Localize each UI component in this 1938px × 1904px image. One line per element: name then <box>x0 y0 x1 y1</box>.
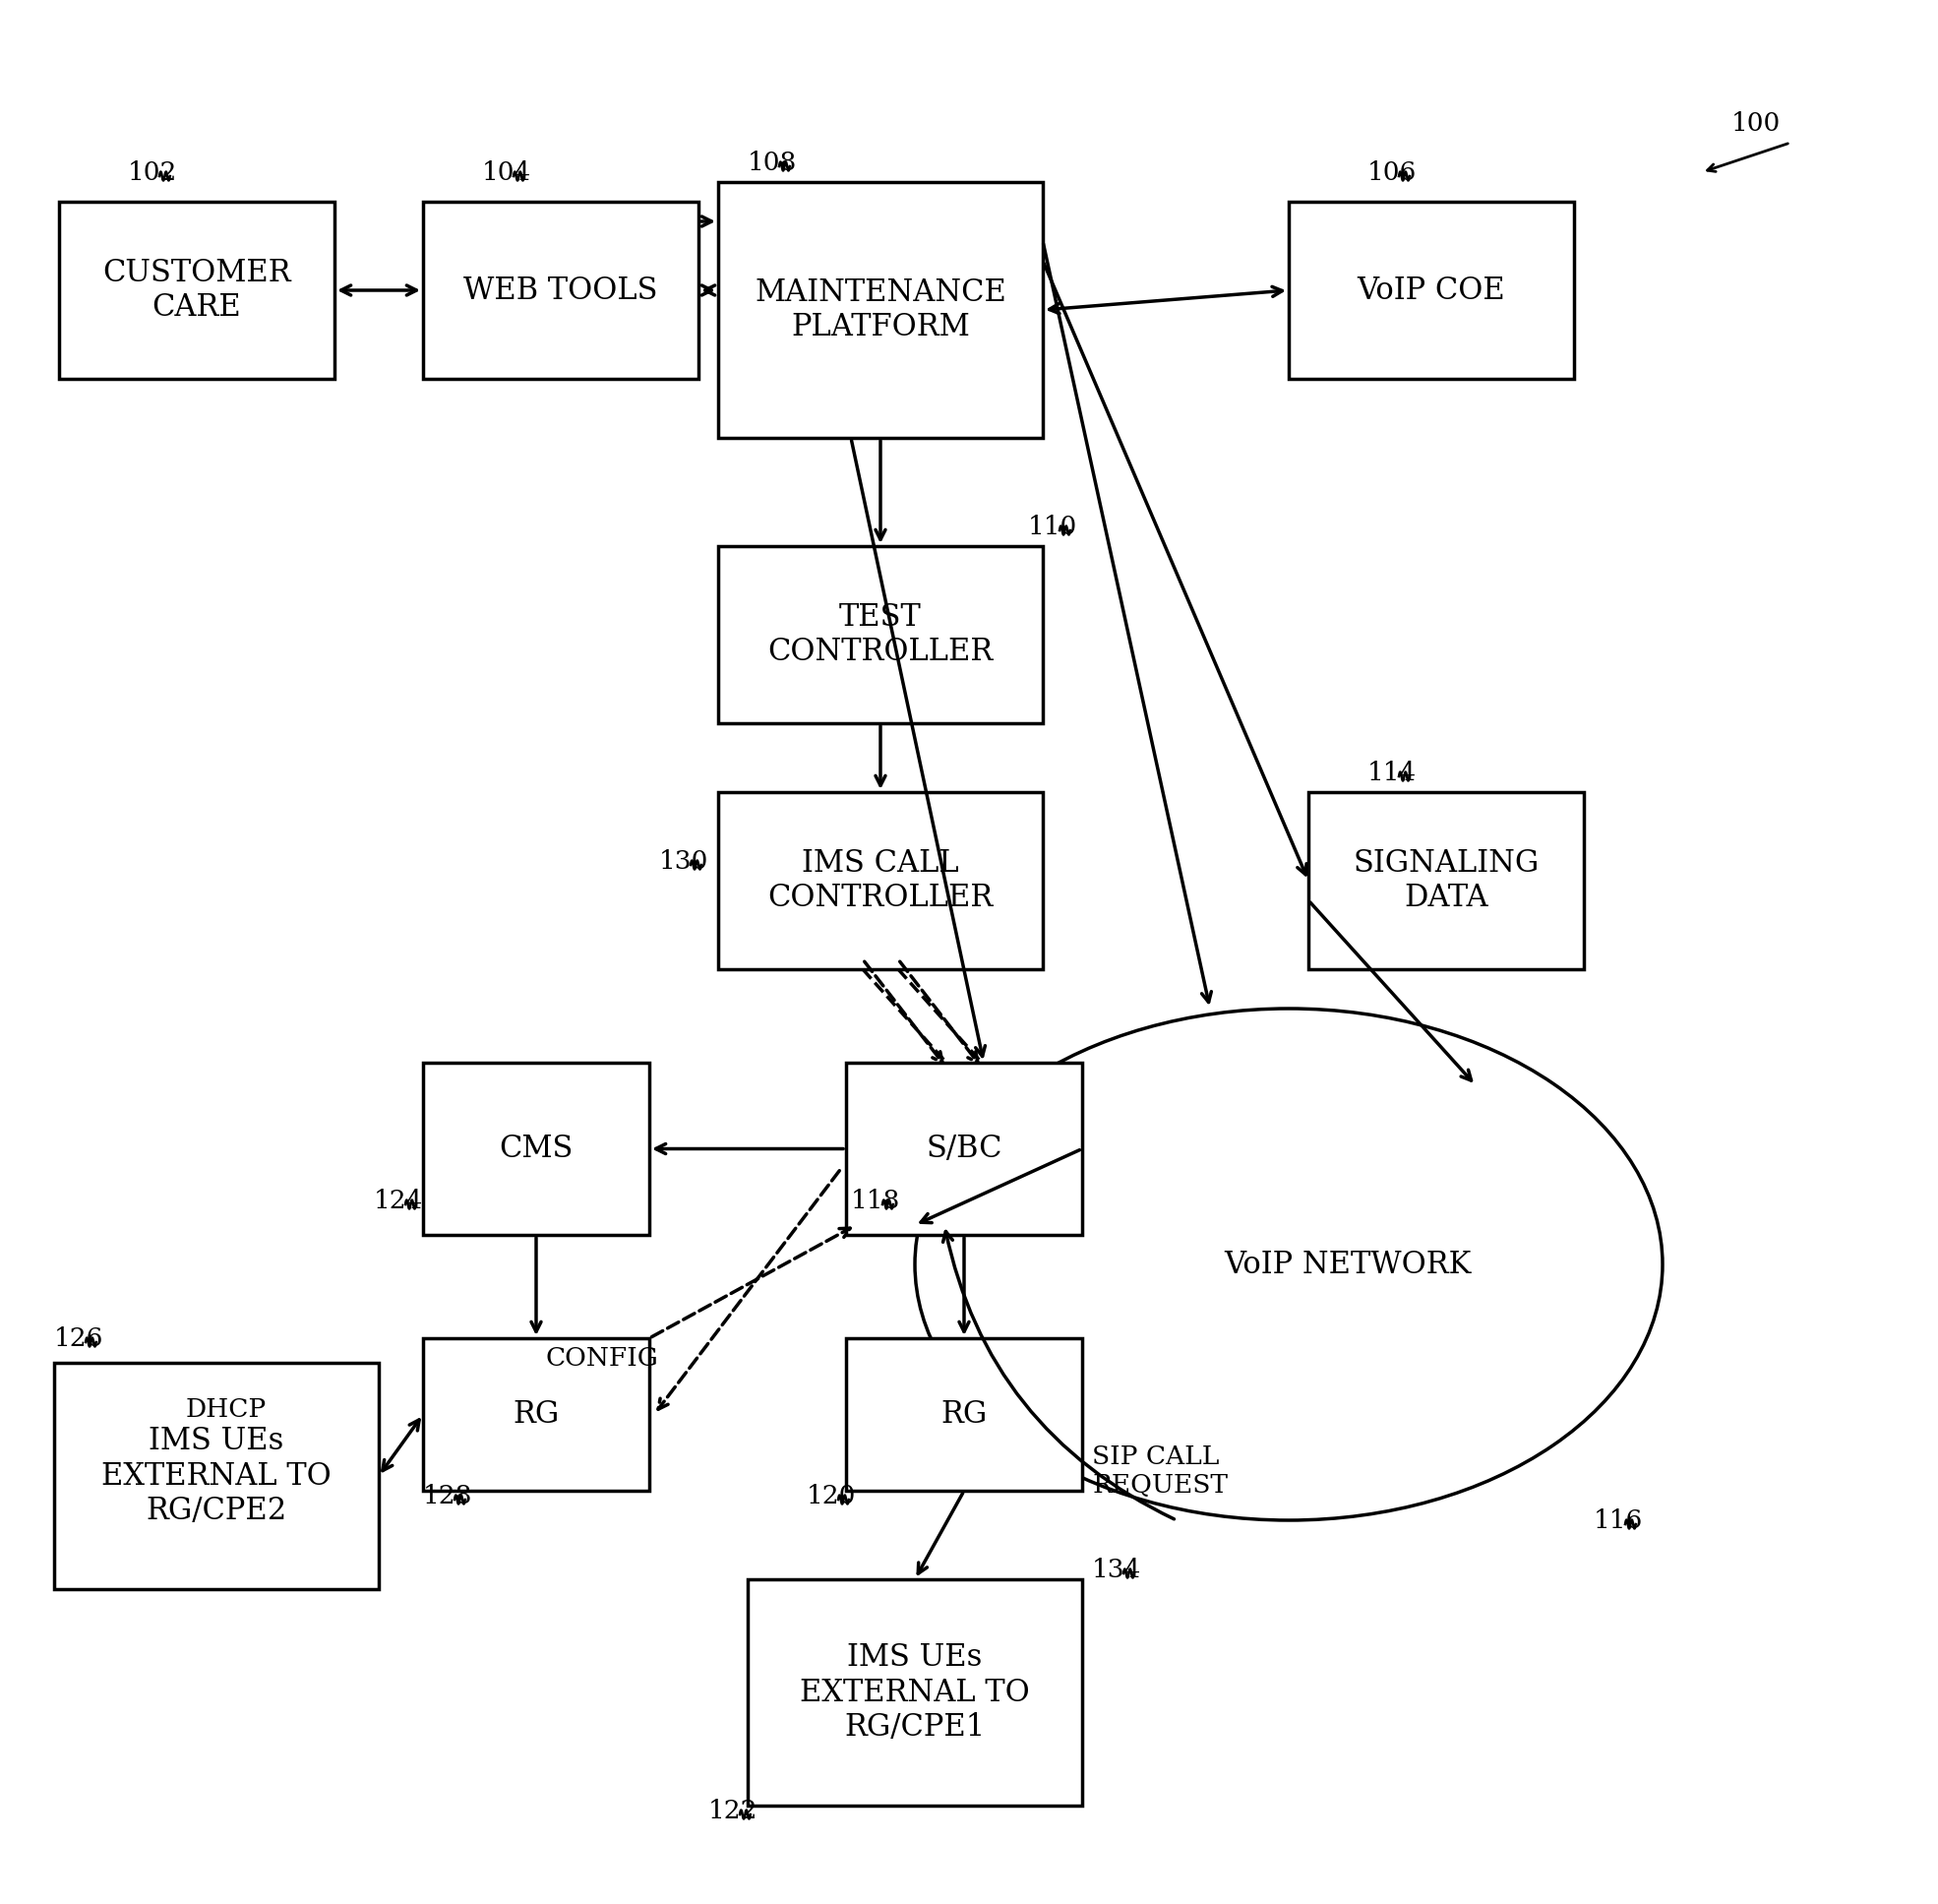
FancyBboxPatch shape <box>748 1578 1081 1805</box>
Text: 116: 116 <box>1593 1508 1643 1533</box>
FancyBboxPatch shape <box>422 202 698 379</box>
Text: 122: 122 <box>707 1797 758 1822</box>
Text: CMS: CMS <box>500 1133 574 1163</box>
FancyBboxPatch shape <box>422 1062 649 1236</box>
Text: 102: 102 <box>128 160 178 185</box>
Text: MAINTENANCE
PLATFORM: MAINTENANCE PLATFORM <box>754 278 1006 343</box>
Text: 106: 106 <box>1368 160 1417 185</box>
Text: WEB TOOLS: WEB TOOLS <box>463 274 657 305</box>
Text: 118: 118 <box>851 1188 901 1213</box>
Text: 134: 134 <box>1091 1557 1141 1582</box>
Text: DHCP: DHCP <box>186 1398 267 1422</box>
Text: SIP CALL
REQUEST: SIP CALL REQUEST <box>1091 1445 1229 1498</box>
Ellipse shape <box>915 1009 1663 1519</box>
Text: IMS UEs
EXTERNAL TO
RG/CPE2: IMS UEs EXTERNAL TO RG/CPE2 <box>101 1426 331 1527</box>
Text: RG: RG <box>940 1399 986 1430</box>
Text: VoIP COE: VoIP COE <box>1357 274 1506 305</box>
Text: RG: RG <box>514 1399 560 1430</box>
FancyBboxPatch shape <box>719 792 1043 969</box>
Text: 126: 126 <box>54 1325 103 1350</box>
FancyBboxPatch shape <box>847 1062 1081 1236</box>
Text: SIGNALING
DATA: SIGNALING DATA <box>1353 847 1539 914</box>
FancyBboxPatch shape <box>58 202 335 379</box>
Text: IMS CALL
CONTROLLER: IMS CALL CONTROLLER <box>767 847 994 914</box>
FancyBboxPatch shape <box>719 183 1043 438</box>
Text: IMS UEs
EXTERNAL TO
RG/CPE1: IMS UEs EXTERNAL TO RG/CPE1 <box>800 1641 1029 1742</box>
FancyBboxPatch shape <box>422 1339 649 1491</box>
Text: CUSTOMER
CARE: CUSTOMER CARE <box>103 257 291 324</box>
Text: 120: 120 <box>806 1483 857 1508</box>
Text: 100: 100 <box>1731 110 1781 135</box>
Text: TEST
CONTROLLER: TEST CONTROLLER <box>767 602 994 668</box>
Text: 110: 110 <box>1027 514 1078 539</box>
Text: 114: 114 <box>1368 760 1417 784</box>
FancyBboxPatch shape <box>719 546 1043 724</box>
Text: 130: 130 <box>659 849 709 874</box>
Text: S/BC: S/BC <box>926 1133 1002 1163</box>
Text: 128: 128 <box>422 1483 473 1508</box>
FancyBboxPatch shape <box>1289 202 1574 379</box>
FancyBboxPatch shape <box>1308 792 1583 969</box>
Text: 108: 108 <box>748 150 797 175</box>
Text: 104: 104 <box>483 160 531 185</box>
FancyBboxPatch shape <box>847 1339 1081 1491</box>
Text: 124: 124 <box>374 1188 422 1213</box>
Text: CONFIG: CONFIG <box>547 1346 659 1371</box>
Text: VoIP NETWORK: VoIP NETWORK <box>1225 1249 1471 1279</box>
FancyBboxPatch shape <box>54 1363 378 1590</box>
